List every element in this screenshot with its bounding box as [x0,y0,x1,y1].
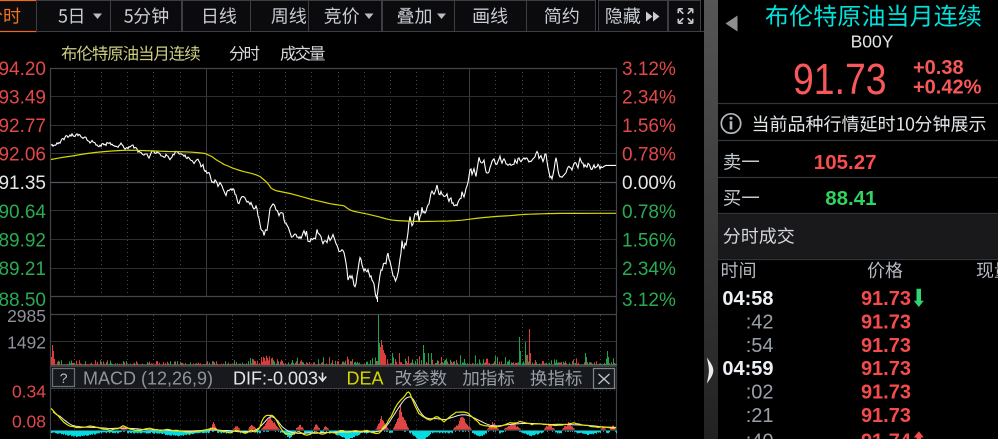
svg-text:+0.42%: +0.42% [913,77,982,99]
svg-text:91.35: 91.35 [0,173,46,194]
svg-text:04:58: 04:58 [722,288,773,310]
svg-text::02: :02 [746,382,774,404]
svg-text:0.78%: 0.78% [622,202,676,223]
svg-text:90.64: 90.64 [0,202,46,223]
svg-text:89.92: 89.92 [0,230,46,251]
svg-text:91.73: 91.73 [793,54,887,104]
svg-text:+0.38: +0.38 [913,57,964,79]
svg-text:94.20: 94.20 [0,59,46,80]
svg-text:92.77: 92.77 [0,116,46,137]
svg-text:1.56%: 1.56% [622,116,676,137]
svg-text::21: :21 [746,405,774,427]
svg-text:91.73: 91.73 [861,405,911,427]
svg-text:92.06: 92.06 [0,145,46,166]
svg-text:91.74: 91.74 [861,431,912,439]
svg-text:88.50: 88.50 [0,290,46,311]
svg-text:2.34%: 2.34% [622,259,676,280]
svg-text:0.08: 0.08 [12,411,46,431]
svg-text:88.41: 88.41 [825,187,876,210]
svg-text:91.73: 91.73 [861,335,911,357]
svg-text:91.73: 91.73 [861,311,911,333]
svg-text:04:59: 04:59 [722,358,773,380]
svg-text:91.73: 91.73 [861,358,911,380]
svg-text:0.34: 0.34 [12,381,46,401]
svg-text:2.34%: 2.34% [622,87,676,108]
svg-text:1.56%: 1.56% [622,230,676,251]
svg-text:2985: 2985 [7,306,46,326]
svg-text:MACD (12,26,9): MACD (12,26,9) [83,369,213,389]
svg-text:3.12%: 3.12% [622,59,676,80]
svg-text::54: :54 [746,335,774,357]
svg-text:1492: 1492 [7,332,46,352]
svg-text::42: :42 [746,311,774,333]
svg-text:?: ? [60,370,68,386]
svg-text:0.00%: 0.00% [622,173,676,194]
svg-text:89.21: 89.21 [0,259,46,280]
svg-text:91.73: 91.73 [861,382,911,404]
svg-text::40: :40 [746,431,774,439]
svg-text:93.49: 93.49 [0,87,46,108]
svg-text:91.73: 91.73 [861,288,911,310]
svg-text:DEA: DEA [347,369,384,389]
svg-text:105.27: 105.27 [814,151,877,174]
svg-text:3.12%: 3.12% [622,290,676,311]
svg-text:B00Y: B00Y [851,32,894,52]
svg-text:0.78%: 0.78% [622,145,676,166]
svg-text:DIF:-0.003: DIF:-0.003 [233,369,318,389]
